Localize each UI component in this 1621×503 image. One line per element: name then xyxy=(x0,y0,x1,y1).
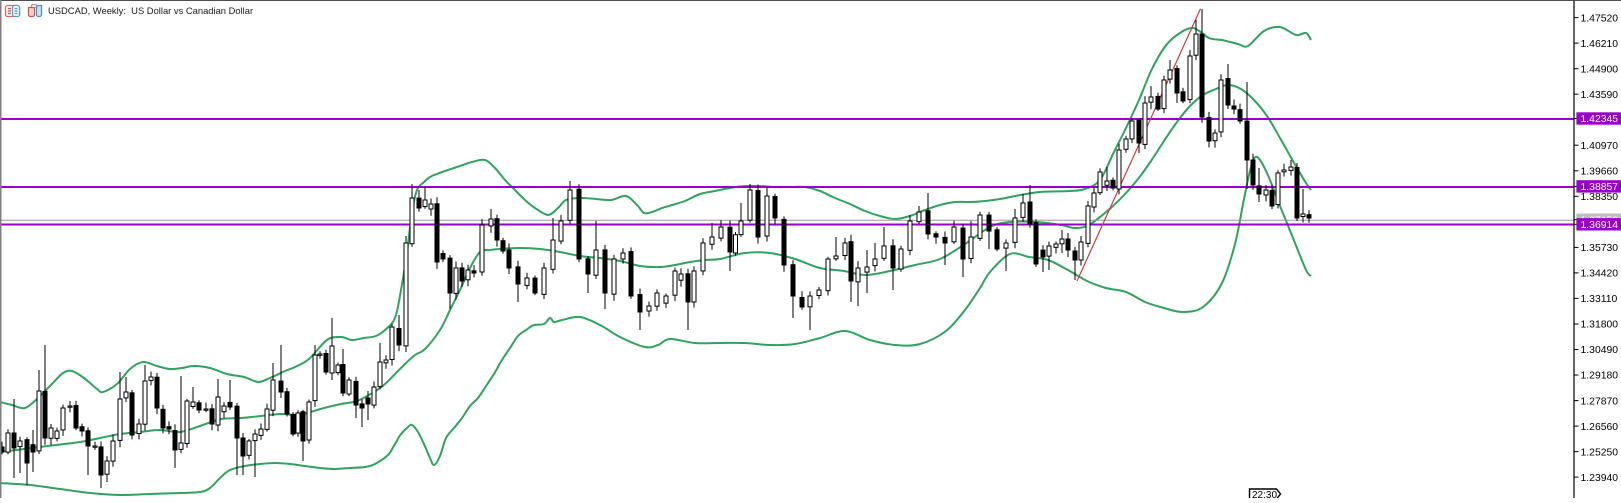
svg-text:1.30490: 1.30490 xyxy=(1581,345,1619,356)
svg-text:USDCAD, Weekly: US Dollar vs: USDCAD, Weekly: US Dollar vs Canadian Do… xyxy=(48,5,253,16)
svg-text:22:30: 22:30 xyxy=(1252,490,1277,498)
svg-text:1.25250: 1.25250 xyxy=(1581,447,1619,458)
svg-text:1.29180: 1.29180 xyxy=(1581,371,1619,382)
svg-text:1.40970: 1.40970 xyxy=(1581,141,1619,152)
svg-text:1.23940: 1.23940 xyxy=(1581,473,1619,484)
svg-text:1.38857: 1.38857 xyxy=(1581,182,1619,193)
svg-text:1.33110: 1.33110 xyxy=(1581,294,1618,305)
svg-text:1.46210: 1.46210 xyxy=(1581,39,1619,50)
svg-text:1.31800: 1.31800 xyxy=(1581,320,1619,331)
svg-text:1.26560: 1.26560 xyxy=(1581,422,1619,433)
svg-text:1.43590: 1.43590 xyxy=(1581,90,1619,101)
svg-text:1.39660: 1.39660 xyxy=(1581,167,1619,178)
svg-text:1.36914: 1.36914 xyxy=(1581,220,1619,231)
svg-text:1.44900: 1.44900 xyxy=(1581,64,1619,75)
svg-text:1.42345: 1.42345 xyxy=(1581,114,1619,125)
svg-text:1.38350: 1.38350 xyxy=(1581,192,1619,203)
svg-text:1.27870: 1.27870 xyxy=(1581,396,1619,407)
svg-text:1.47520: 1.47520 xyxy=(1581,13,1619,24)
svg-text:1.34420: 1.34420 xyxy=(1581,269,1619,280)
svg-text:1.35730: 1.35730 xyxy=(1581,243,1619,254)
